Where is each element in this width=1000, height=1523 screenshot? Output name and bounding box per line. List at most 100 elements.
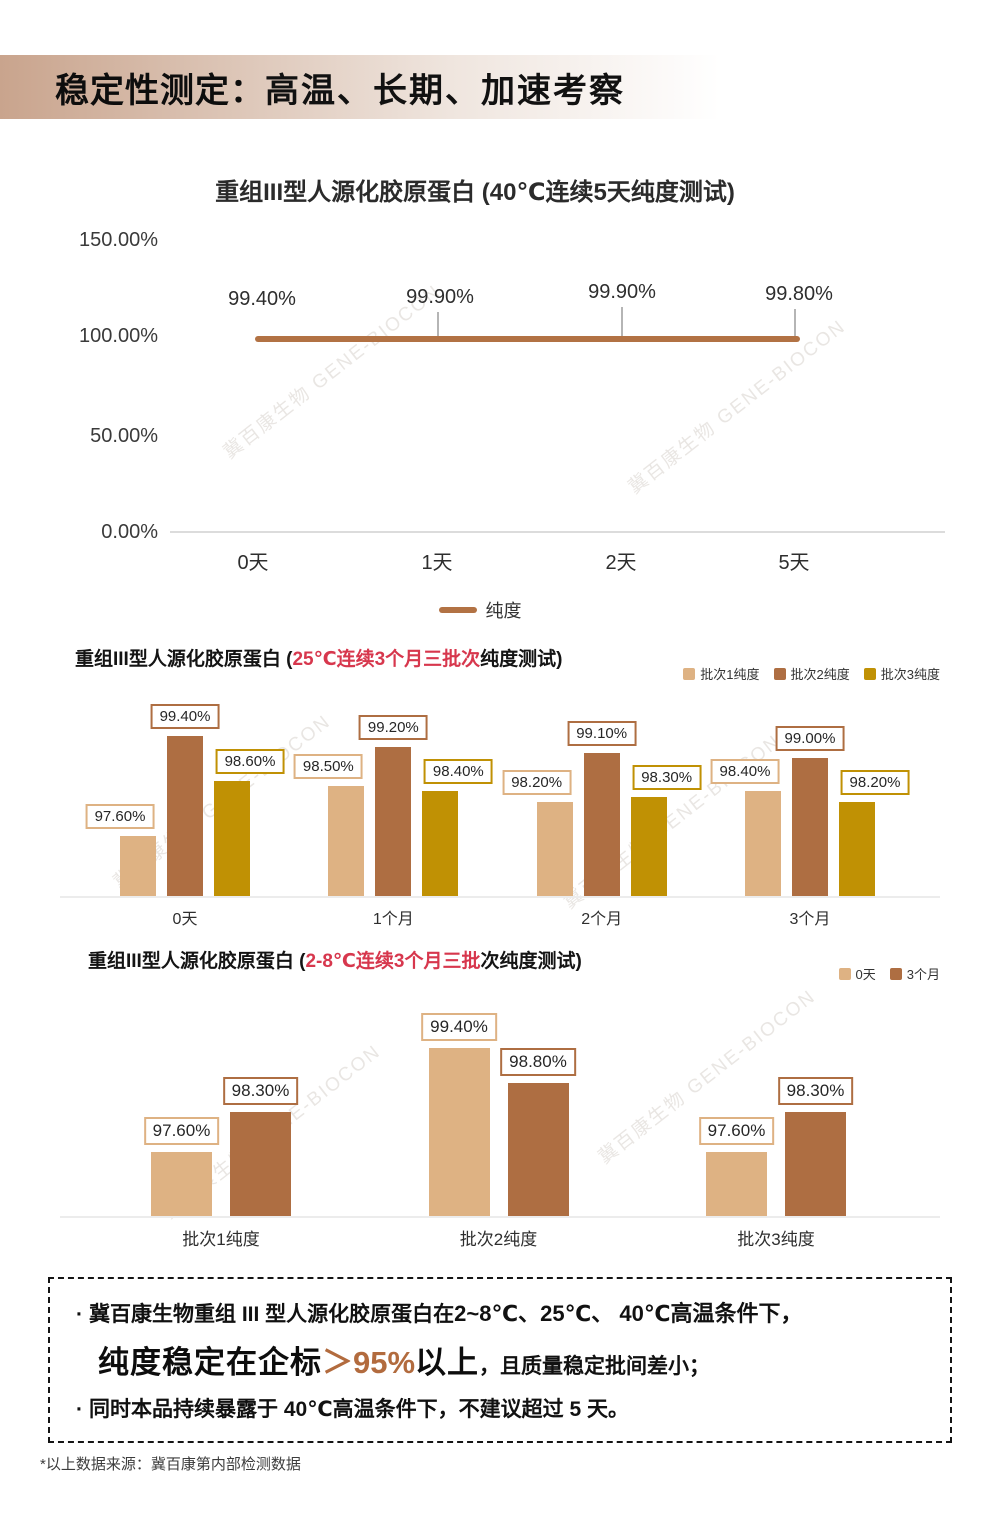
bullet: ·	[76, 1398, 83, 1421]
bar-slot: 99.40%	[150, 704, 220, 896]
x-axis-tick: 5天	[778, 552, 810, 574]
bar-slot: 99.20%	[358, 715, 428, 896]
bar-value-label: 98.40%	[423, 759, 493, 784]
bar-slot: 98.30%	[777, 1077, 854, 1216]
bar-group: 97.60% 99.40% 98.60% 0天	[85, 704, 285, 928]
bar	[428, 1048, 490, 1216]
legend-item: 0天	[838, 964, 876, 983]
legend-label: 纯度	[485, 601, 522, 621]
bar	[422, 791, 459, 896]
legend-label: 批次2纯度	[790, 667, 850, 682]
bar-value-label: 99.20%	[358, 715, 428, 740]
category-label: 0天	[172, 911, 198, 928]
bar-slot: 97.60%	[85, 804, 156, 896]
title-text: 重组III型人源化胶原蛋白 (	[75, 649, 293, 670]
bar-group: 99.40% 98.80% 批次2纯度	[421, 1013, 576, 1249]
page-title-strong: 稳定性测定：	[55, 71, 265, 110]
bar	[167, 736, 203, 896]
bar	[706, 1152, 767, 1216]
bar	[375, 747, 412, 896]
category-label: 3个月	[789, 911, 831, 928]
conclusion-line-1: · 冀百康生物重组 III 型人源化胶原蛋白在2~8℃、25℃、 40℃高温条件下…	[76, 1296, 924, 1328]
bar-slot: 98.30%	[630, 765, 702, 896]
category-label: 批次3纯度	[737, 1230, 815, 1249]
data-point-label: 99.90%	[406, 286, 474, 308]
conclusion-line-3: · 同时本品持续暴露于 40℃高温条件下，不建议超过 5 天。	[76, 1393, 924, 1423]
bar-slot: 97.60%	[143, 1117, 220, 1216]
legend-label: 批次3纯度	[880, 667, 940, 682]
bar-chart-2-8c-title: 重组III型人源化胶原蛋白 (2-8℃连续3个月三批次纯度测试)	[88, 946, 582, 973]
bar-group: 98.20% 99.10% 98.30% 2个月	[502, 721, 702, 928]
y-axis-tick: 100.00%	[79, 325, 158, 347]
title-text: 重组III型人源化胶原蛋白 (	[88, 951, 306, 972]
legend-label: 批次1纯度	[700, 667, 760, 682]
legend-line-swatch	[438, 607, 477, 613]
legend-item: 批次3纯度	[863, 664, 940, 683]
data-source-footnote: *以上数据来源：冀百康第内部检测数据	[40, 1456, 301, 1473]
legend-item: 批次2纯度	[773, 664, 850, 683]
bar-slot: 98.50%	[293, 754, 365, 896]
page-title-banner: 稳定性测定： 高温、长期、加速考察	[0, 55, 1000, 119]
bar-chart-25c-legend: 批次1纯度 批次2纯度 批次3纯度	[683, 664, 940, 683]
bar-slot: 98.40%	[422, 759, 493, 896]
bar-value-label: 99.00%	[775, 726, 845, 751]
category-label: 2个月	[581, 911, 623, 928]
bar-group: 98.50% 99.20% 98.40% 1个月	[293, 715, 493, 928]
bar-group: 97.60% 98.30% 批次1纯度	[143, 1077, 299, 1249]
legend-label: 0天	[855, 967, 876, 982]
bar-value-label: 99.40%	[150, 704, 220, 729]
conclusion-big-text: 纯度稳定在企标	[98, 1345, 322, 1380]
bar-value-label: 99.10%	[567, 721, 637, 746]
conclusion-box: · 冀百康生物重组 III 型人源化胶原蛋白在2~8℃、25℃、 40℃高温条件下…	[48, 1277, 952, 1443]
bar-slot: 97.60%	[698, 1117, 775, 1216]
conclusion-big-text: 以上	[415, 1345, 480, 1380]
bar-value-label: 98.20%	[840, 770, 910, 795]
bar-chart-25c-title: 重组III型人源化胶原蛋白 (25℃连续3个月三批次纯度测试)	[75, 644, 563, 671]
bar-slot: 99.40%	[421, 1013, 497, 1216]
leader-line	[621, 307, 623, 336]
title-highlight: 25℃连续3个月三批次	[292, 649, 481, 670]
bar-slot: 98.20%	[502, 770, 573, 896]
leader-line	[437, 312, 439, 336]
bar	[785, 1112, 846, 1216]
legend-swatch	[863, 667, 876, 680]
bar-value-label: 97.60%	[698, 1117, 775, 1145]
bar-chart-25c-plot: 97.60% 99.40% 98.60% 0天 98.50% 99.20% 98.40% 1个…	[60, 698, 940, 928]
title-text: 次纯度测试)	[480, 951, 582, 972]
data-point-label: 99.90%	[588, 281, 656, 303]
leader-line	[794, 309, 796, 336]
bar	[536, 802, 573, 896]
category-label: 批次1纯度	[182, 1230, 260, 1249]
bar-value-label: 98.30%	[632, 765, 702, 790]
conclusion-text: 同时本品持续暴露于 40℃高温条件下，不建议超过 5 天。	[89, 1398, 629, 1421]
data-point-label: 99.80%	[765, 283, 833, 305]
bar	[230, 1112, 291, 1216]
bar	[507, 1083, 569, 1216]
bar-slot: 99.10%	[567, 721, 637, 896]
bar	[120, 836, 156, 896]
bar-value-label: 98.80%	[500, 1048, 576, 1076]
bar-slot: 98.60%	[214, 749, 285, 896]
bar-group: 97.60% 98.30% 批次3纯度	[698, 1077, 854, 1249]
bar	[838, 802, 875, 896]
bar	[791, 758, 828, 896]
bar-chart-2-8c-plot: 97.60% 98.30% 批次1纯度 99.40% 98.80% 批次2纯度 97.60%…	[60, 1004, 940, 1249]
bar-group: 98.40% 99.00% 98.20% 3个月	[710, 726, 910, 928]
bar	[583, 753, 620, 896]
x-axis-tick: 2天	[605, 552, 637, 574]
legend-swatch	[683, 667, 696, 680]
bar-chart-2-8c-legend: 0天 3个月	[838, 964, 940, 983]
category-label: 批次2纯度	[459, 1230, 538, 1249]
legend-item: 批次1纯度	[683, 664, 760, 683]
legend-label: 3个月	[906, 967, 940, 982]
x-axis-line	[170, 531, 945, 533]
bar-value-label: 98.20%	[502, 770, 572, 795]
line-chart-40c: 重组III型人源化胶原蛋白 (40℃连续5天纯度测试) 纯度 150.00% 10…	[0, 0, 1000, 640]
x-axis-tick: 1天	[421, 552, 453, 574]
line-chart-title: 重组III型人源化胶原蛋白 (40℃连续5天纯度测试)	[215, 179, 735, 206]
bar-slot: 98.20%	[838, 770, 910, 896]
bar-value-label: 98.50%	[293, 754, 363, 779]
bar	[151, 1152, 212, 1216]
legend-item: 3个月	[889, 964, 940, 983]
conclusion-highlight: ＞95%	[322, 1345, 416, 1380]
